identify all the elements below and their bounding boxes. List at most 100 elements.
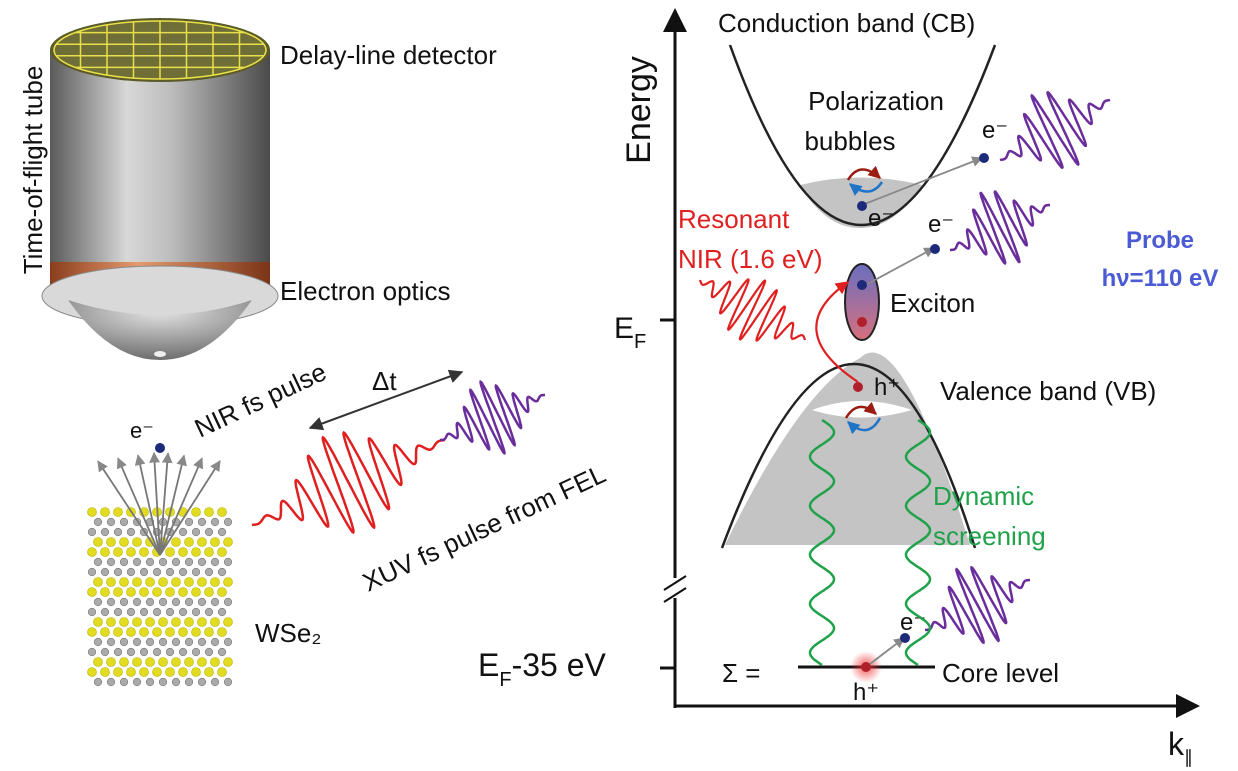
atom (217, 667, 227, 677)
wave-packet (950, 190, 1050, 265)
atom (87, 547, 97, 557)
polarization-2: bubbles (804, 126, 895, 156)
atom (106, 577, 116, 587)
atom (132, 557, 142, 567)
conduction-band (728, 44, 997, 226)
atom (119, 577, 129, 587)
sample-label: WSe₂ (255, 618, 321, 648)
atom (132, 637, 142, 647)
atom (145, 577, 155, 587)
electron-label: e⁻ (928, 211, 954, 238)
emission-arrow (159, 457, 204, 556)
atom (139, 547, 149, 557)
wave-packet (924, 565, 1031, 645)
atom (132, 677, 142, 687)
core-energy: EF-35 eV (478, 647, 607, 691)
atom (197, 557, 207, 567)
atom (165, 647, 175, 657)
atom (126, 607, 136, 617)
atom (210, 677, 220, 687)
atom (210, 537, 220, 547)
atom (204, 647, 214, 657)
atom (217, 607, 227, 617)
atom (165, 667, 175, 677)
atom (158, 637, 168, 647)
atom (223, 637, 233, 647)
atom (93, 597, 103, 607)
atom (158, 677, 168, 687)
atom (223, 577, 233, 587)
atom (178, 567, 188, 577)
atom (191, 647, 201, 657)
atom (210, 657, 220, 667)
atom (100, 667, 110, 677)
electron-label: e⁻ (130, 418, 154, 443)
atom (197, 677, 207, 687)
atom (139, 607, 149, 617)
screening-2: screening (933, 521, 1046, 551)
atom (145, 677, 155, 687)
atom (191, 527, 201, 537)
axes (660, 8, 1200, 718)
atom (113, 667, 123, 677)
atom (106, 657, 116, 667)
atom (87, 527, 97, 537)
atom (145, 617, 155, 627)
atom (106, 517, 116, 527)
atom (171, 677, 181, 687)
atom (184, 637, 194, 647)
atom (204, 667, 214, 677)
atom (158, 577, 168, 587)
atom (106, 637, 116, 647)
atom (132, 577, 142, 587)
atom (139, 667, 149, 677)
atom (152, 567, 162, 577)
atom (204, 607, 214, 617)
photoemission-arrow (861, 247, 935, 288)
atom (223, 557, 233, 567)
atom (178, 647, 188, 657)
probe-2: hν=110 eV (1102, 265, 1219, 292)
atom (171, 557, 181, 567)
delay-label: Δt (372, 366, 397, 396)
atom (139, 627, 149, 637)
atom (210, 557, 220, 567)
atom (93, 557, 103, 567)
atom (119, 617, 129, 627)
atom (191, 567, 201, 577)
emission-arrow (134, 454, 161, 556)
emission-arrow (159, 452, 173, 556)
atom (126, 627, 136, 637)
atom (184, 557, 194, 567)
emission-arrow (97, 460, 161, 556)
atom (93, 637, 103, 647)
atom (217, 647, 227, 657)
atom (119, 537, 129, 547)
atom (119, 517, 129, 527)
atom (171, 577, 181, 587)
hole-label: h⁺ (874, 374, 900, 401)
polarization-1: Polarization (808, 86, 944, 116)
atom (145, 657, 155, 667)
atom (165, 587, 175, 597)
atom (100, 587, 110, 597)
emission-arrow (116, 457, 161, 556)
atom (87, 587, 97, 597)
atom (100, 567, 110, 577)
delay-arrow (308, 369, 464, 431)
atom (87, 667, 97, 677)
atom (223, 617, 233, 627)
particle (853, 382, 863, 392)
atom (113, 547, 123, 557)
atom (158, 657, 168, 667)
atom (197, 637, 207, 647)
atom (132, 537, 142, 547)
atom (93, 657, 103, 667)
vb-fill (725, 352, 970, 545)
atom (87, 627, 97, 637)
excitation-arrow (815, 281, 859, 383)
atom (100, 527, 110, 537)
particle (857, 201, 867, 211)
atom (217, 567, 227, 577)
fermi-sub: F (634, 331, 646, 353)
